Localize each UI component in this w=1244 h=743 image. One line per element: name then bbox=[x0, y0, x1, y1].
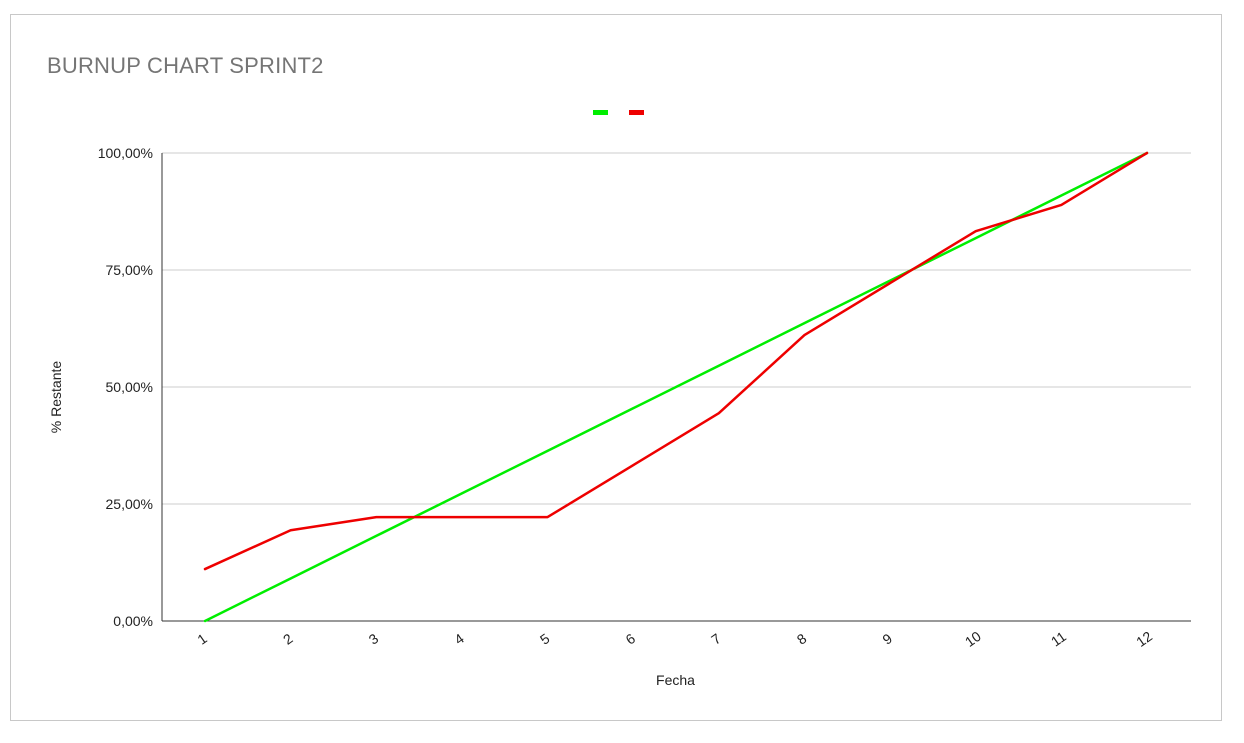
x-tick-label: 5 bbox=[537, 630, 553, 648]
gridlines bbox=[162, 152, 1191, 505]
y-tick-label: 75,00% bbox=[106, 262, 153, 278]
x-tick-label: 10 bbox=[962, 628, 984, 650]
x-tick-label: 4 bbox=[451, 630, 467, 648]
legend-swatch-2 bbox=[629, 110, 644, 115]
x-tick-label: 12 bbox=[1133, 628, 1155, 650]
y-tick-label: 100,00% bbox=[98, 145, 153, 161]
y-tick-label: 25,00% bbox=[106, 496, 153, 512]
y-tick-label: 50,00% bbox=[106, 379, 153, 395]
legend bbox=[593, 110, 644, 115]
x-tick-labels: 1 2 3 4 5 6 7 8 9 10 11 12 bbox=[194, 628, 1155, 650]
x-tick-label: 9 bbox=[879, 630, 895, 648]
x-tick-label: 8 bbox=[794, 630, 810, 648]
y-tick-label: 0,00% bbox=[113, 613, 153, 629]
y-axis-title: % Restante bbox=[48, 361, 64, 434]
x-tick-label: 1 bbox=[194, 630, 210, 648]
x-tick-label: 2 bbox=[280, 630, 296, 648]
x-tick-label: 3 bbox=[366, 630, 382, 648]
axes bbox=[161, 153, 1191, 622]
chart-frame bbox=[10, 14, 1222, 721]
chart-title: BURNUP CHART SPRINT2 bbox=[47, 53, 324, 78]
series-lines bbox=[203, 151, 1149, 623]
y-tick-labels: 0,00% 25,00% 50,00% 75,00% 100,00% bbox=[98, 145, 153, 629]
x-tick-label: 7 bbox=[708, 630, 724, 648]
x-tick-label: 6 bbox=[623, 630, 639, 648]
series-line-1 bbox=[203, 151, 1149, 623]
x-tick-label: 11 bbox=[1048, 628, 1069, 650]
x-axis-title: Fecha bbox=[656, 672, 695, 688]
series-line-2 bbox=[203, 151, 1149, 571]
legend-swatch-1 bbox=[593, 110, 608, 115]
